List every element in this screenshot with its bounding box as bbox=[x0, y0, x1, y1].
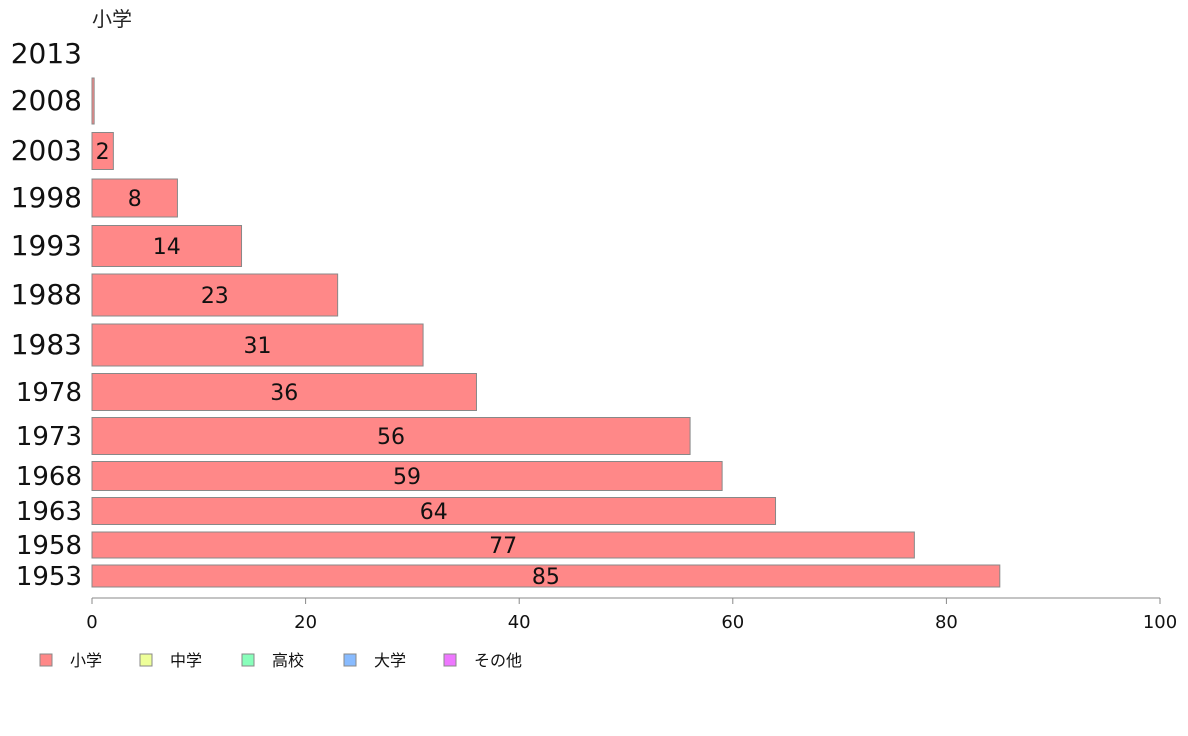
category-label: 1963 bbox=[16, 497, 82, 527]
bar bbox=[91, 323, 424, 367]
legend-label: 高校 bbox=[272, 651, 304, 670]
legend-label: 小学 bbox=[70, 651, 102, 670]
category-label: 1968 bbox=[16, 462, 82, 492]
bars-layer: 85 77 64 59 56 36 31 23 14 82 bbox=[91, 77, 1001, 590]
data-label: 14 bbox=[153, 235, 181, 260]
category-label: 2008 bbox=[11, 84, 82, 117]
data-label: 59 bbox=[393, 465, 421, 490]
legend-swatch bbox=[343, 653, 357, 667]
bar bbox=[91, 461, 723, 491]
data-label: 85 bbox=[532, 565, 560, 590]
chart-title: 小学 bbox=[92, 7, 132, 31]
bar bbox=[91, 564, 1001, 588]
x-tick-label: 60 bbox=[721, 612, 744, 633]
data-label: 8 bbox=[128, 187, 142, 212]
data-label: 64 bbox=[420, 500, 448, 525]
category-label: 1953 bbox=[16, 562, 82, 592]
legend-label: 大学 bbox=[374, 651, 406, 670]
data-label: 36 bbox=[270, 381, 298, 406]
category-label: 1988 bbox=[11, 278, 82, 311]
x-tick-label: 40 bbox=[508, 612, 531, 633]
x-tick-label: 0 bbox=[86, 612, 97, 633]
x-tick-label: 20 bbox=[294, 612, 317, 633]
bar bbox=[91, 373, 477, 411]
category-label: 2003 bbox=[11, 134, 82, 167]
category-label: 1983 bbox=[11, 328, 82, 361]
legend-swatch bbox=[139, 653, 153, 667]
category-label: 1978 bbox=[16, 378, 82, 408]
data-label: 56 bbox=[377, 425, 405, 450]
category-label: 1998 bbox=[11, 181, 82, 214]
legend-label: その他 bbox=[474, 651, 522, 670]
bar bbox=[91, 417, 691, 455]
legend: 小学 中学 高校 大学 その他 bbox=[39, 651, 522, 670]
category-label: 1993 bbox=[11, 229, 82, 262]
bar bbox=[91, 531, 915, 559]
bar bbox=[91, 225, 243, 267]
legend-label: 中学 bbox=[170, 651, 202, 670]
category-label: 2013 bbox=[11, 37, 82, 70]
legend-swatch bbox=[241, 653, 255, 667]
x-tick-label: 100 bbox=[1143, 612, 1177, 633]
data-label: 77 bbox=[489, 534, 517, 559]
legend-swatch bbox=[39, 653, 53, 667]
bar bbox=[91, 178, 178, 218]
bar bbox=[91, 497, 777, 525]
data-label: 31 bbox=[244, 334, 272, 359]
bar bbox=[91, 77, 95, 125]
bar bbox=[91, 273, 339, 317]
data-label: 23 bbox=[201, 284, 229, 309]
bar bbox=[91, 132, 114, 170]
category-label: 1973 bbox=[16, 422, 82, 452]
legend-swatch bbox=[443, 653, 457, 667]
category-label: 1958 bbox=[16, 531, 82, 561]
data-label: 2 bbox=[96, 140, 110, 165]
x-tick-label: 80 bbox=[935, 612, 958, 633]
x-axis: 0 20 40 60 80 100 bbox=[86, 597, 1177, 633]
